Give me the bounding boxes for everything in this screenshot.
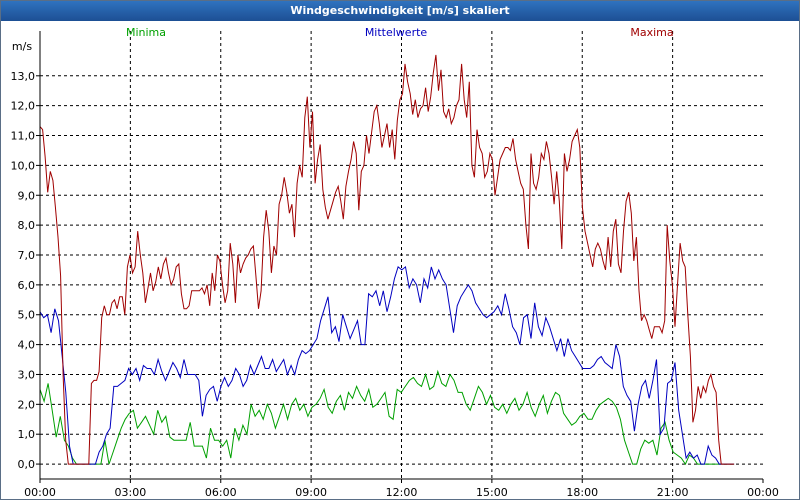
x-tick-time: 06:00 bbox=[205, 486, 237, 499]
series-line-minima bbox=[39, 369, 735, 466]
y-tick-label: 8,0 bbox=[18, 219, 36, 232]
chart-title: Windgeschwindigkeit [m/s] skaliert bbox=[1, 1, 799, 21]
x-tick-time: 18:00 bbox=[566, 486, 598, 499]
x-tick-time: 00:00 bbox=[24, 486, 56, 499]
y-tick-label: 12,0 bbox=[11, 100, 36, 113]
y-tick-label: 3,0 bbox=[18, 368, 36, 381]
y-tick-label: 4,0 bbox=[18, 339, 36, 352]
y-tick-label: 2,0 bbox=[18, 398, 36, 411]
y-tick-label: 13,0 bbox=[11, 70, 36, 83]
legend-minima: Minima bbox=[126, 26, 166, 39]
y-tick-label: 6,0 bbox=[18, 279, 36, 292]
legend-mittelwerte: Mittelwerte bbox=[365, 26, 428, 39]
y-axis-label: m/s bbox=[12, 40, 32, 53]
x-tick-time: 09:00 bbox=[295, 486, 327, 499]
x-tick-time: 00:00 bbox=[747, 486, 779, 499]
series-line-maxima bbox=[39, 54, 735, 465]
x-tick-time: 15:00 bbox=[476, 486, 508, 499]
y-tick-label: 0,0 bbox=[18, 458, 36, 471]
x-tick-time: 03:00 bbox=[115, 486, 147, 499]
y-tick-labels: 0,0 1,0 2,0 3,0 4,0 5,0 6,0 7,0 8,0 9,0 10,0 11,0 12… bbox=[11, 70, 36, 471]
legend-maxima: Maxima bbox=[630, 26, 673, 39]
y-tick-label: 11,0 bbox=[11, 130, 36, 143]
x-tick-time: 12:00 bbox=[386, 486, 418, 499]
grid-lines bbox=[36, 31, 764, 483]
y-tick-label: 7,0 bbox=[18, 249, 36, 262]
y-tick-label: 10,0 bbox=[11, 159, 36, 172]
y-tick-label: 9,0 bbox=[18, 189, 36, 202]
y-tick-label: 5,0 bbox=[18, 309, 36, 322]
legend: Minima Mittelwerte Maxima bbox=[126, 26, 674, 39]
series-lines bbox=[39, 54, 735, 466]
x-tick-labels: 00:0018.08.1403:0018.08.1406:0018.08.140… bbox=[24, 486, 779, 499]
line-chart: 0,0 1,0 2,0 3,0 4,0 5,0 6,0 7,0 8,0 9,0 10,0 11,0 12… bbox=[11, 26, 779, 499]
series-line-mittelwerte bbox=[39, 265, 735, 465]
y-tick-label: 1,0 bbox=[18, 428, 36, 441]
x-tick-time: 21:00 bbox=[657, 486, 689, 499]
